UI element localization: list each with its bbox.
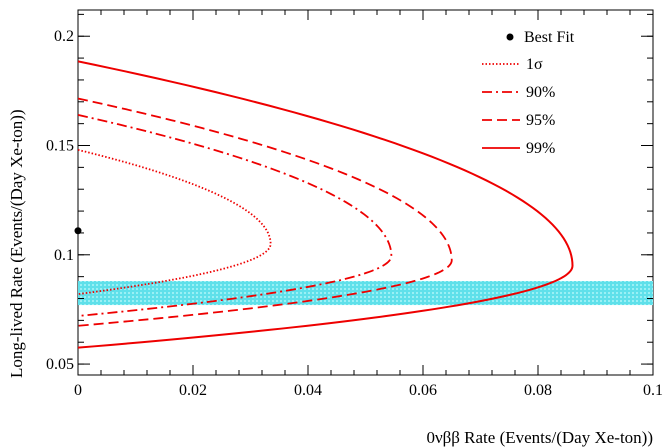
y-tick-label: 0.05 bbox=[46, 356, 74, 373]
x-axis-title: 0νββ Rate (Events/(Day Xe-ton)) bbox=[426, 428, 653, 447]
contour-95pct bbox=[78, 97, 453, 327]
x-tick-label: 0.08 bbox=[524, 382, 552, 399]
legend-label-series: 95% bbox=[526, 112, 555, 129]
y-tick-label: 0.2 bbox=[54, 28, 74, 45]
x-tick-label: 0 bbox=[74, 382, 82, 399]
x-tick-label: 0.1 bbox=[643, 382, 663, 399]
long-lived-rate-band bbox=[78, 281, 653, 306]
y-tick-label: 0.1 bbox=[54, 247, 74, 264]
y-axis-ticks: 0.05 0.1 0.15 0.2 bbox=[46, 13, 653, 373]
legend-label-series: 99% bbox=[526, 140, 555, 157]
legend: Best Fit 1σ 90% 95% 99% bbox=[482, 29, 575, 157]
contour-1sigma bbox=[78, 149, 272, 296]
legend-label-series: 90% bbox=[526, 84, 555, 101]
x-tick-label: 0.02 bbox=[179, 382, 207, 399]
plot-frame bbox=[77, 9, 654, 376]
x-axis-ticks: 0 0.02 0.04 0.06 0.08 0.1 bbox=[74, 10, 663, 399]
legend-label-best-fit: Best Fit bbox=[524, 29, 575, 46]
legend-label-series: 1σ bbox=[526, 56, 543, 73]
x-tick-label: 0.06 bbox=[409, 382, 437, 399]
legend-best-fit-marker bbox=[506, 33, 514, 41]
y-axis-title: Long-lived Rate (Events/(Day Xe-ton)) bbox=[7, 109, 26, 378]
contour-99pct bbox=[78, 60, 574, 349]
x-tick-label: 0.04 bbox=[294, 382, 322, 399]
contour-90pct bbox=[78, 114, 393, 317]
y-tick-label: 0.15 bbox=[46, 138, 74, 155]
contour-group bbox=[78, 60, 574, 349]
